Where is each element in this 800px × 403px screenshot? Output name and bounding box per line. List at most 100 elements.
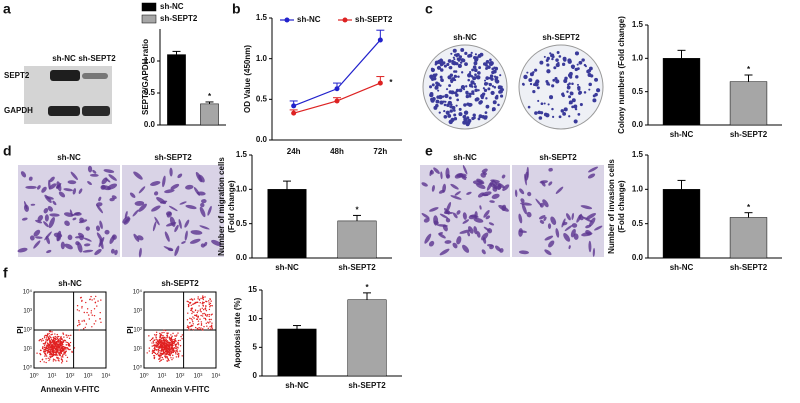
event [49, 349, 52, 351]
event [197, 323, 199, 326]
cell [149, 181, 161, 186]
event [199, 328, 201, 330]
colony [433, 105, 438, 110]
event [208, 303, 211, 306]
cell [462, 219, 470, 224]
cell [520, 202, 532, 206]
event [170, 336, 173, 339]
colony [453, 113, 457, 117]
cell [21, 217, 28, 221]
cell [35, 236, 43, 239]
event [93, 298, 95, 300]
event [202, 313, 204, 315]
cell [75, 241, 80, 246]
event [155, 333, 158, 336]
event [65, 354, 67, 356]
cell [454, 191, 461, 196]
cell [48, 183, 57, 190]
event [161, 345, 164, 347]
colony [499, 94, 504, 98]
colony [435, 81, 439, 85]
event [190, 328, 192, 330]
cell [588, 166, 599, 173]
colony [587, 73, 592, 77]
event [59, 350, 62, 353]
colony [495, 94, 499, 98]
event [159, 352, 162, 354]
colony [446, 62, 450, 67]
event [46, 339, 49, 342]
colony [458, 107, 462, 111]
event [203, 301, 205, 304]
cell [468, 226, 474, 234]
event [172, 332, 174, 335]
colony [480, 96, 484, 100]
colony [552, 78, 556, 82]
image-label: sh-SEPT2 [161, 279, 199, 288]
event [49, 358, 51, 360]
cell [476, 178, 485, 185]
colony [495, 79, 500, 84]
error-bar [283, 180, 291, 190]
cell [104, 229, 110, 235]
event [168, 351, 170, 354]
colony [453, 117, 458, 121]
event [51, 340, 53, 343]
colony [448, 101, 452, 105]
colony [476, 75, 480, 79]
cell [72, 188, 77, 195]
event [63, 352, 65, 354]
event [190, 307, 192, 310]
event [166, 352, 169, 354]
cell [45, 196, 54, 200]
cell [123, 217, 131, 225]
event [160, 353, 163, 355]
event [155, 338, 157, 341]
y-tick-label: 0.0 [632, 120, 644, 129]
event [162, 346, 164, 349]
event [174, 339, 176, 341]
event [157, 345, 159, 347]
event [159, 334, 161, 336]
cell [174, 245, 180, 257]
cell [585, 224, 592, 229]
cell [481, 249, 486, 255]
event [170, 348, 172, 350]
y-axis-label: (Fold change) [227, 180, 236, 233]
colony [469, 71, 472, 74]
cell [168, 205, 178, 212]
colony [474, 73, 477, 77]
colony [435, 84, 439, 88]
event [175, 340, 177, 343]
cell [189, 238, 201, 244]
event [57, 356, 59, 359]
event [208, 300, 210, 302]
cell [487, 228, 493, 234]
colony [455, 88, 460, 93]
colony [589, 66, 593, 71]
flow-tick: 10⁴ [101, 373, 111, 380]
colony [573, 119, 578, 124]
cell [151, 205, 161, 212]
colony [545, 113, 550, 118]
colony [574, 51, 580, 56]
colony [592, 98, 597, 103]
event [187, 301, 190, 303]
event [68, 345, 71, 347]
event [86, 308, 89, 310]
event [209, 306, 211, 308]
marker [377, 80, 383, 86]
image-label: sh-SEPT2 [542, 33, 580, 42]
colony [464, 62, 468, 67]
event [157, 348, 160, 351]
event [211, 322, 213, 324]
colony [492, 100, 497, 105]
event [186, 326, 189, 329]
colony [470, 80, 475, 85]
event [44, 352, 46, 354]
cell [594, 225, 603, 231]
event [166, 333, 169, 335]
colony [546, 82, 550, 86]
cell [555, 228, 560, 238]
cell [132, 209, 139, 217]
